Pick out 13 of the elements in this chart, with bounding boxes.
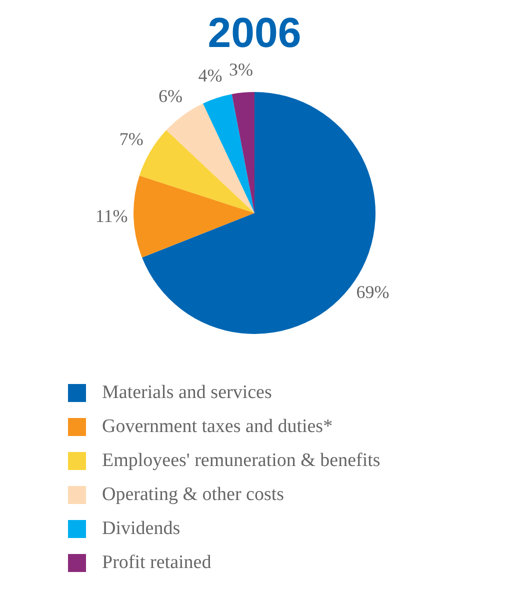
legend-label: Materials and services <box>102 382 272 404</box>
data-label: 3% <box>229 59 254 80</box>
data-label: 4% <box>198 66 222 86</box>
data-label: 69% <box>356 282 390 302</box>
chart-title: 2006 <box>206 8 302 58</box>
legend-label: Employees' remuneration & benefits <box>102 450 380 472</box>
legend-label: Profit retained <box>102 552 212 574</box>
legend-label: Government taxes and duties* <box>102 416 333 438</box>
legend-label: Dividends <box>102 518 180 540</box>
data-label: 6% <box>158 86 182 106</box>
legend-label: Operating & other costs <box>102 484 284 506</box>
data-label: 11% <box>95 206 128 226</box>
data-label: 7% <box>119 128 144 149</box>
